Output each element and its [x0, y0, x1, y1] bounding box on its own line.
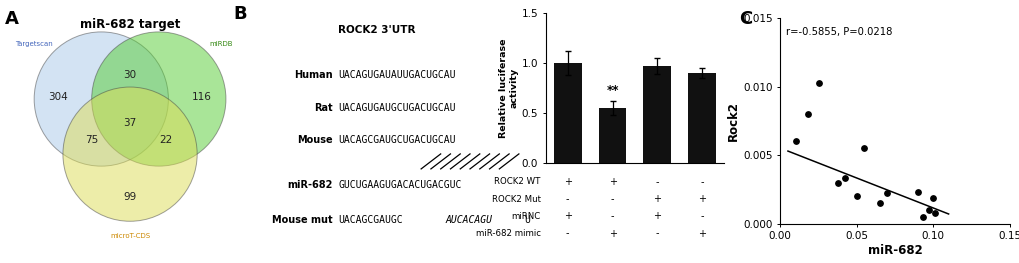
- Text: 22: 22: [159, 135, 172, 145]
- Text: 37: 37: [123, 118, 137, 128]
- Text: miRDB: miRDB: [209, 41, 232, 47]
- Text: ROCK2 3'UTR: ROCK2 3'UTR: [337, 25, 415, 35]
- Bar: [553, 63, 581, 163]
- Y-axis label: Relative luciferase
activity: Relative luciferase activity: [498, 38, 518, 138]
- Point: [920, 208, 936, 212]
- Text: C: C: [739, 10, 751, 28]
- Text: -: -: [610, 211, 613, 221]
- Text: Mouse: Mouse: [297, 135, 332, 145]
- Bar: [598, 108, 626, 163]
- Text: +: +: [608, 177, 615, 187]
- Point: [829, 180, 846, 185]
- Text: miRNC: miRNC: [512, 212, 540, 221]
- Point: [878, 191, 895, 196]
- Text: Targetscan: Targetscan: [15, 41, 53, 47]
- Text: r=-0.5855, P=0.0218: r=-0.5855, P=0.0218: [786, 27, 892, 37]
- Text: +: +: [564, 211, 571, 221]
- Point: [926, 210, 943, 215]
- Text: -: -: [655, 177, 658, 187]
- Text: 116: 116: [192, 92, 212, 102]
- Bar: [688, 73, 715, 163]
- Point: [810, 80, 826, 85]
- Point: [914, 215, 930, 219]
- X-axis label: miR-682: miR-682: [867, 244, 921, 257]
- Text: B: B: [233, 5, 247, 23]
- Text: -: -: [700, 177, 703, 187]
- Text: miR-682: miR-682: [287, 180, 332, 190]
- Text: Mouse mut: Mouse mut: [272, 215, 332, 225]
- Point: [856, 146, 872, 150]
- Text: +: +: [698, 194, 705, 204]
- Point: [799, 112, 815, 116]
- Text: GUCUGAAGUGACACUGACGUC: GUCUGAAGUGACACUGACGUC: [337, 180, 461, 190]
- Text: -: -: [610, 194, 613, 204]
- Text: 75: 75: [85, 135, 98, 145]
- Point: [870, 201, 887, 205]
- Bar: [643, 66, 671, 163]
- Text: microT-CDS: microT-CDS: [110, 233, 150, 239]
- Y-axis label: Rock2: Rock2: [727, 101, 740, 141]
- Text: -: -: [566, 229, 569, 239]
- Text: +: +: [608, 229, 615, 239]
- Text: +: +: [698, 229, 705, 239]
- Text: +: +: [653, 194, 660, 204]
- Text: ROCK2 WT: ROCK2 WT: [494, 177, 540, 186]
- Text: UACAGUGAUAUUGACUGCAU: UACAGUGAUAUUGACUGCAU: [337, 70, 455, 80]
- Text: UACAGCGAUGCUGACUGCAU: UACAGCGAUGCUGACUGCAU: [337, 135, 455, 145]
- Point: [848, 194, 864, 198]
- Circle shape: [35, 32, 168, 166]
- Text: -: -: [655, 229, 658, 239]
- Text: UACAGCGAUGC: UACAGCGAUGC: [337, 215, 403, 225]
- Point: [924, 195, 941, 200]
- Text: +: +: [564, 177, 571, 187]
- Text: +: +: [653, 211, 660, 221]
- Text: -: -: [566, 194, 569, 204]
- Point: [909, 190, 925, 194]
- Circle shape: [63, 87, 197, 221]
- Text: miR-682 target: miR-682 target: [79, 18, 180, 31]
- Point: [787, 139, 803, 144]
- Text: 30: 30: [123, 70, 137, 80]
- Text: U: U: [524, 215, 529, 225]
- Text: UACAGUGAUGCUGACUGCAU: UACAGUGAUGCUGACUGCAU: [337, 103, 455, 113]
- Point: [836, 176, 852, 180]
- Text: Rat: Rat: [314, 103, 332, 113]
- Text: miR-682 mimic: miR-682 mimic: [475, 229, 540, 238]
- Text: Human: Human: [293, 70, 332, 80]
- Text: ROCK2 Mut: ROCK2 Mut: [491, 195, 540, 204]
- Text: -: -: [700, 211, 703, 221]
- Circle shape: [92, 32, 226, 166]
- Text: A: A: [5, 10, 19, 28]
- Text: **: **: [605, 84, 619, 97]
- Text: AUCACAGU: AUCACAGU: [445, 215, 492, 225]
- Text: 304: 304: [48, 92, 68, 102]
- Text: 99: 99: [123, 192, 137, 202]
